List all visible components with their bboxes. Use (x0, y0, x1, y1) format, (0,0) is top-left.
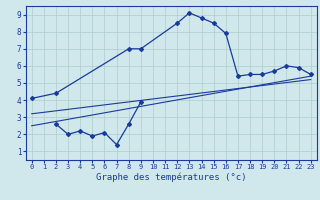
X-axis label: Graphe des températures (°c): Graphe des températures (°c) (96, 173, 246, 182)
